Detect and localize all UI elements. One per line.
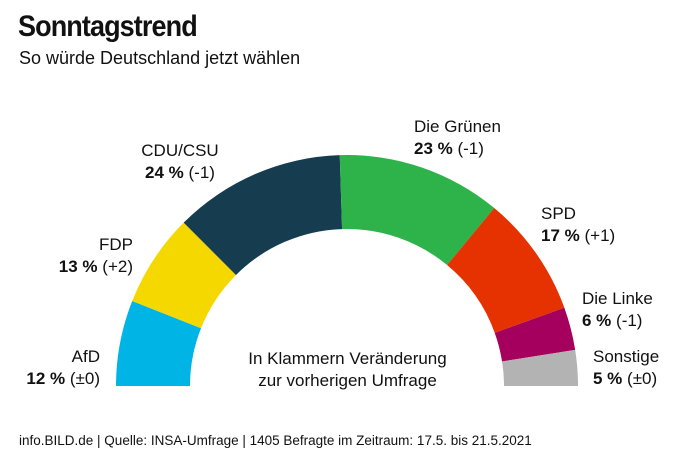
label-change: (±0) xyxy=(69,369,100,388)
label-change: (±0) xyxy=(627,369,658,388)
label-name: AfD xyxy=(71,347,100,366)
segment-die-gr-nen xyxy=(339,154,495,266)
segment-sonstige xyxy=(502,349,578,386)
segment-cdu-csu xyxy=(183,155,343,275)
note-line-1: In Klammern Veränderung xyxy=(248,349,447,368)
label-value: 23 % xyxy=(414,139,453,158)
label-name: CDU/CSU xyxy=(141,141,219,160)
label-value: 12 % xyxy=(26,369,66,388)
label-value: 13 % xyxy=(58,257,98,276)
label-sonstige: Sonstige 5 % (±0) xyxy=(593,346,659,390)
label-value: 17 % xyxy=(541,226,580,245)
label-change: (-1) xyxy=(457,139,484,158)
label-name: Sonstige xyxy=(593,347,660,366)
label-change: (-1) xyxy=(616,311,643,330)
change-note: In Klammern Veränderung zur vorherigen U… xyxy=(220,348,475,392)
chart-subtitle: So würde Deutschland jetzt wählen xyxy=(19,48,301,68)
label-spd: SPD 17 % (+1) xyxy=(541,203,615,247)
note-line-2: zur vorherigen Umfrage xyxy=(258,371,437,390)
label-value: 24 % xyxy=(145,163,184,182)
segment-fdp xyxy=(132,222,236,329)
label-cdu-csu: CDU/CSU 24 % (-1) xyxy=(120,140,240,184)
label-value: 5 % xyxy=(593,369,623,388)
label-change: (-1) xyxy=(188,163,215,182)
label-fdp: FDP 13 % (+2) xyxy=(40,234,133,278)
label-linke: Die Linke 6 % (-1) xyxy=(582,288,653,332)
source-footer: info.BILD.de | Quelle: INSA-Umfrage | 14… xyxy=(19,433,532,448)
label-name: Die Linke xyxy=(582,289,653,308)
label-name: FDP xyxy=(99,235,133,254)
label-change: (+1) xyxy=(584,226,616,245)
label-afd: AfD 12 % (±0) xyxy=(20,346,100,390)
segment-die-linke xyxy=(494,307,576,362)
label-value: 6 % xyxy=(582,311,612,330)
chart-title: Sonntagstrend xyxy=(18,10,198,43)
segment-spd xyxy=(447,208,565,333)
label-name: SPD xyxy=(541,204,576,223)
segment-afd xyxy=(116,300,202,386)
label-gruene: Die Grünen 23 % (-1) xyxy=(414,116,501,160)
label-change: (+2) xyxy=(102,257,133,276)
label-name: Die Grünen xyxy=(414,117,501,136)
